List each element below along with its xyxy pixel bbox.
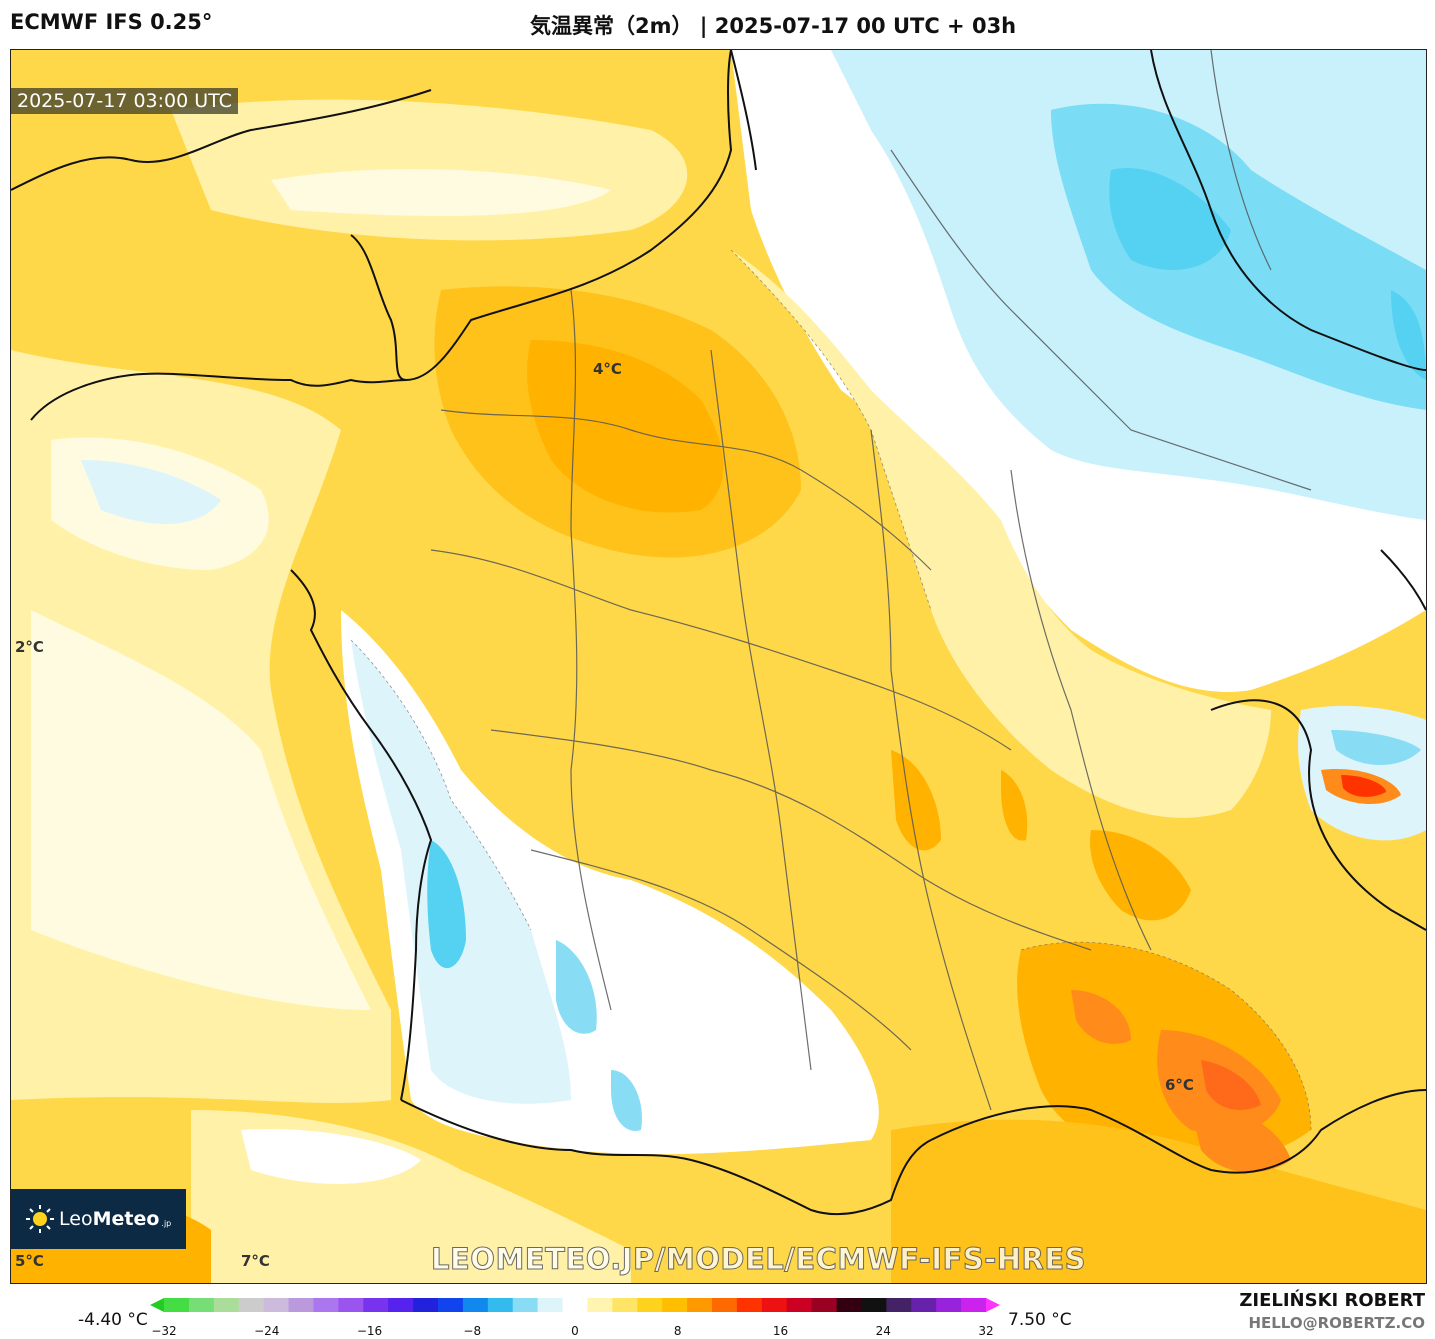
colorbar-segment	[238, 1298, 265, 1312]
colorbar-segment	[936, 1298, 962, 1312]
colorbar-extend-high	[986, 1298, 1000, 1312]
colorbar-segment	[512, 1298, 539, 1312]
map-panel[interactable]: 2025-07-17 03:00 UTC 4°C 2°C 6°C 5°C 7°C…	[10, 49, 1427, 1284]
colorbar-max-label: 7.50 °C	[1008, 1310, 1072, 1330]
colorbar-tick-label: 0	[571, 1324, 579, 1338]
colorbar-tick-label: −24	[254, 1324, 280, 1338]
colorbar-tick-label: −32	[151, 1324, 177, 1338]
colorbar-segment	[712, 1298, 738, 1312]
watermark-url: LEOMETEO.JP/MODEL/ECMWF-IFS-HRES	[430, 1242, 1087, 1277]
colorbar-tick-label: −8	[463, 1324, 482, 1338]
map-label-7c: 7°C	[241, 1252, 270, 1270]
author-name: ZIELIŃSKI ROBERT	[1239, 1290, 1425, 1311]
colorbar	[150, 1298, 1000, 1312]
colorbar-segment	[612, 1298, 638, 1312]
colorbar-segment	[761, 1298, 788, 1312]
map-label-4c: 4°C	[593, 360, 622, 378]
colorbar-segment	[263, 1298, 290, 1312]
colorbar-tick-label: −16	[356, 1324, 383, 1338]
colorbar-segment	[338, 1298, 364, 1312]
colorbar-segment	[637, 1298, 663, 1312]
colorbar-segment	[164, 1298, 190, 1312]
logo-text: LeoMeteo	[59, 1208, 160, 1230]
map-label-2c: 2°C	[15, 638, 44, 656]
colorbar-tick-label: 8	[673, 1324, 682, 1338]
colorbar-segment	[961, 1298, 987, 1312]
valid-time-label: 2025-07-17 03:00 UTC	[11, 88, 238, 114]
colorbar-segment	[438, 1298, 464, 1312]
colorbar-tick-label: 16	[772, 1324, 789, 1338]
colorbar-segment	[288, 1298, 314, 1312]
colorbar-segment	[562, 1298, 588, 1312]
colorbar-segment	[363, 1298, 389, 1312]
map-label-6c: 6°C	[1165, 1076, 1194, 1094]
model-title: ECMWF IFS 0.25°	[10, 10, 213, 34]
colorbar-segment	[836, 1298, 862, 1312]
colorbar-segment	[736, 1298, 763, 1312]
colorbar-tick-label: 24	[875, 1324, 891, 1338]
colorbar-tick-label: 32	[978, 1324, 994, 1338]
colorbar-segment	[662, 1298, 688, 1312]
author-email[interactable]: HELLO@ROBERTZ.CO	[1248, 1314, 1425, 1332]
logo-suffix: .jp	[161, 1218, 172, 1228]
colorbar-segment	[537, 1298, 564, 1312]
colorbar-extend-low	[150, 1298, 164, 1312]
colorbar-segment	[487, 1298, 514, 1312]
colorbar-segment	[786, 1298, 813, 1312]
sun-icon	[26, 1205, 54, 1233]
map-label-5c: 5°C	[15, 1252, 44, 1270]
temperature-anomaly-map	[11, 50, 1426, 1283]
colorbar-segment	[462, 1298, 489, 1312]
colorbar-segment	[413, 1298, 439, 1312]
colorbar-segment	[213, 1298, 240, 1312]
colorbar-segment	[687, 1298, 713, 1312]
colorbar-segment	[313, 1298, 339, 1312]
colorbar-min-label: -4.40 °C	[78, 1310, 148, 1330]
colorbar-segment	[911, 1298, 937, 1312]
leometeo-logo[interactable]: LeoMeteo .jp	[11, 1189, 186, 1249]
colorbar-segment	[587, 1298, 613, 1312]
colorbar-segment	[188, 1298, 215, 1312]
colorbar-segment	[886, 1298, 912, 1312]
chart-title: 気温異常（2m） | 2025-07-17 00 UTC + 03h	[530, 14, 1017, 38]
colorbar-segment	[861, 1298, 887, 1312]
colorbar-segment	[811, 1298, 838, 1312]
colorbar-segment	[388, 1298, 414, 1312]
